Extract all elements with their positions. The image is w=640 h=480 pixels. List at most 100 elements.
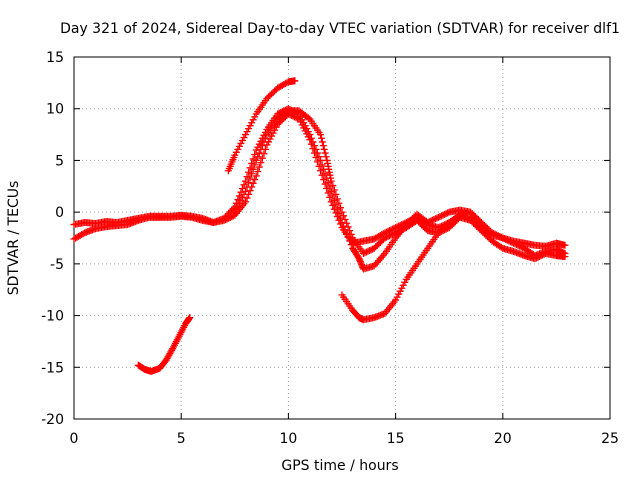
data-point: [497, 243, 505, 251]
data-point: [313, 149, 321, 157]
data-point: [436, 213, 444, 221]
data-point: [252, 156, 260, 164]
chart-title: Day 321 of 2024, Sidereal Day-to-day VTE…: [60, 21, 620, 37]
data-point: [502, 235, 510, 243]
data-point: [330, 186, 338, 194]
data-point: [490, 230, 498, 238]
data-point: [499, 234, 507, 242]
data-point: [317, 167, 325, 175]
data-point: [324, 189, 332, 197]
data-point: [503, 236, 511, 244]
data-point: [326, 183, 334, 191]
data-point: [234, 196, 242, 204]
x-axis-label: GPS time / hours: [281, 458, 398, 474]
y-tick-label: 5: [55, 153, 64, 169]
data-point: [309, 138, 317, 146]
data-point: [245, 179, 253, 187]
data-point: [438, 212, 446, 220]
data-point: [251, 161, 259, 169]
data-point: [222, 213, 230, 221]
data-point: [249, 165, 257, 173]
plot-frame: [73, 56, 611, 420]
y-tick-label: 15: [46, 50, 64, 66]
data-point: [434, 213, 442, 221]
data-point: [359, 250, 367, 258]
data-point: [517, 243, 525, 251]
data-point: [442, 210, 450, 218]
data-point: [327, 187, 335, 195]
data-point: [320, 176, 328, 184]
data-point: [333, 205, 341, 213]
data-point: [387, 231, 395, 239]
data-point: [347, 230, 355, 238]
data-point: [561, 253, 569, 261]
data-point: [321, 170, 329, 178]
data-point: [399, 225, 407, 233]
data-point: [245, 168, 253, 176]
data-point: [439, 211, 447, 219]
data-point: [243, 183, 251, 191]
data-point: [332, 209, 340, 217]
data-point: [508, 238, 516, 246]
series-track-5: [338, 209, 470, 324]
y-tick-label: 0: [55, 205, 64, 221]
data-point: [255, 163, 263, 171]
data-point: [390, 230, 398, 238]
data-point: [318, 171, 326, 179]
data-point: [258, 142, 266, 150]
y-tick-label: -10: [41, 309, 64, 325]
data-point: [257, 159, 265, 167]
data-point: [561, 241, 569, 249]
data-point: [335, 210, 343, 218]
data-point: [248, 170, 256, 178]
data-point: [424, 218, 432, 226]
data-point: [225, 209, 233, 217]
data-point: [242, 187, 250, 195]
series-track-4: [231, 107, 569, 263]
data-point: [228, 213, 236, 221]
data-point: [444, 209, 452, 217]
data-point: [260, 138, 268, 146]
data-point: [340, 212, 348, 220]
data-point: [318, 138, 326, 146]
data-point: [327, 177, 335, 185]
data-point: [258, 154, 266, 162]
data-point: [252, 172, 260, 180]
data-point: [242, 198, 250, 206]
data-point: [343, 219, 351, 227]
data-point: [537, 252, 545, 260]
data-point: [310, 142, 318, 150]
data-point: [319, 142, 327, 150]
data-point: [511, 240, 519, 248]
x-tick-label: 0: [70, 431, 79, 447]
data-point: [332, 190, 340, 198]
data-point: [347, 241, 355, 249]
data-point: [516, 242, 524, 250]
data-point: [329, 192, 337, 200]
data-point: [313, 158, 321, 166]
data-point: [500, 235, 508, 243]
data-point: [312, 145, 320, 153]
data-point: [220, 214, 228, 222]
data-point: [367, 246, 375, 254]
data-point: [488, 229, 496, 237]
data-point: [321, 180, 329, 188]
data-point: [322, 153, 330, 161]
data-point: [283, 108, 291, 116]
data-point: [257, 145, 265, 153]
data-point: [395, 227, 403, 235]
data-point: [384, 233, 392, 241]
data-point: [364, 247, 372, 255]
data-point: [254, 153, 262, 161]
data-point: [315, 153, 323, 161]
data-point: [312, 153, 320, 161]
data-point: [385, 232, 393, 240]
data-point: [491, 230, 499, 238]
data-point: [186, 314, 194, 322]
data-point: [428, 216, 436, 224]
data-point: [317, 131, 325, 139]
data-point: [425, 218, 433, 226]
data-point: [249, 155, 257, 163]
data-point: [321, 149, 329, 157]
